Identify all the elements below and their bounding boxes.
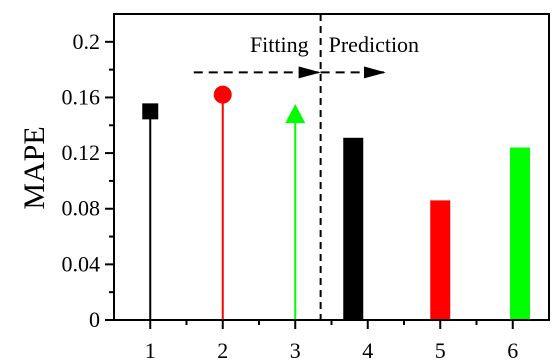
y-tick-label: 0.12 (62, 140, 101, 165)
fitting-marker-triangle (285, 104, 306, 124)
phase-annotations: Fitting Prediction (193, 14, 419, 320)
x-tick-label: 1 (145, 338, 156, 363)
prediction-label: Prediction (329, 32, 419, 57)
fitting-label: Fitting (250, 32, 309, 57)
prediction-bar (343, 137, 364, 320)
y-axis-ticks: 0 0.04 0.08 0.12 0.16 0.2 (62, 29, 114, 332)
y-tick-label: 0.16 (62, 84, 101, 109)
y-tick-label: 0.04 (62, 251, 101, 276)
y-tick-label: 0.08 (62, 196, 101, 221)
prediction-bar (510, 147, 530, 320)
y-tick-label: 0 (89, 307, 100, 332)
fitting-marker-circle (213, 85, 232, 104)
x-tick-label: 2 (217, 338, 228, 363)
x-tick-label: 6 (507, 338, 518, 363)
x-tick-label: 5 (435, 338, 446, 363)
x-axis-ticks: 1 2 3 4 5 6 (145, 320, 518, 363)
x-tick-label: 3 (290, 338, 301, 363)
chart-marks (142, 85, 530, 320)
y-axis-title: MAPE (18, 126, 51, 209)
x-tick-label: 4 (362, 338, 373, 363)
y-tick-label: 0.2 (73, 29, 101, 54)
fitting-marker-square (142, 103, 159, 120)
prediction-bar (430, 200, 451, 320)
plot-frame (113, 13, 550, 321)
